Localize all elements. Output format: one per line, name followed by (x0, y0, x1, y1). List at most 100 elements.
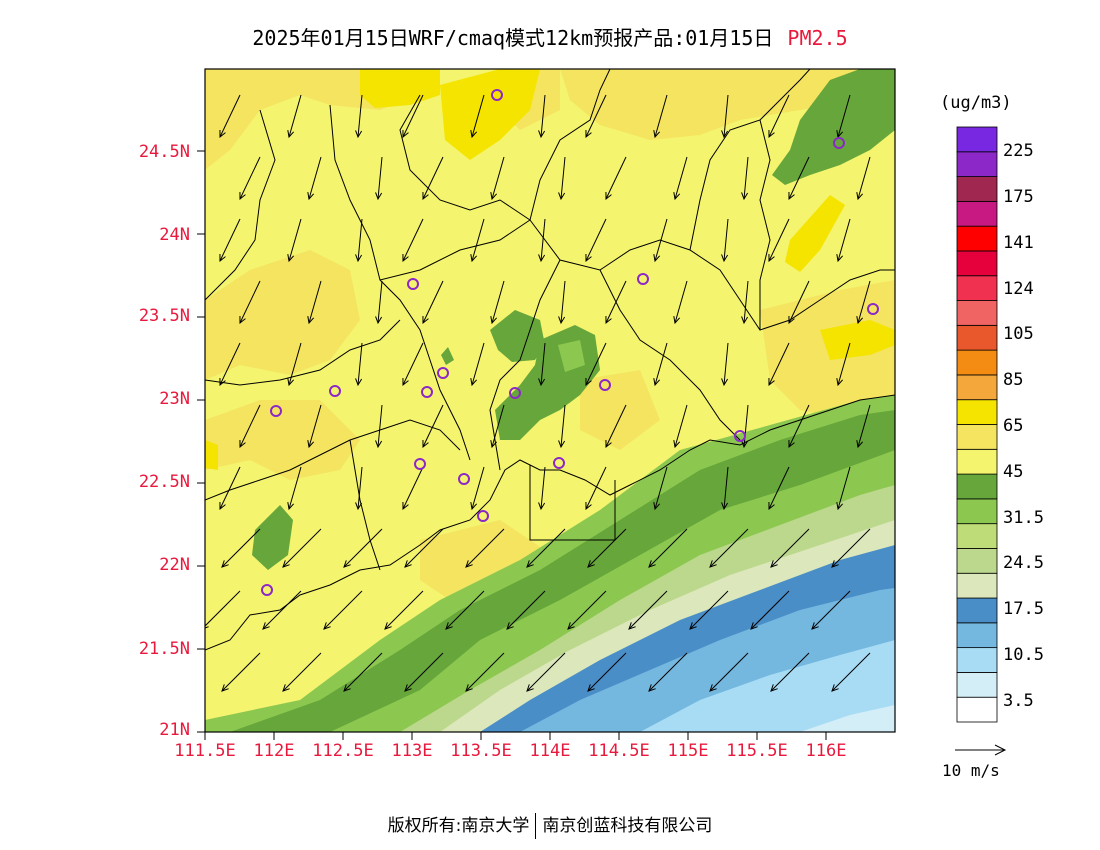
green-patch-2-core (558, 340, 585, 372)
wind-arrow-head (402, 501, 409, 511)
wind-arrow (221, 528, 261, 568)
wind-arrow (654, 342, 668, 386)
wind-arrow-head (219, 377, 226, 387)
band-3-5 (640, 640, 895, 732)
city-marker (458, 473, 470, 485)
wind-arrow-head (709, 684, 717, 692)
wind-arrow (221, 652, 261, 692)
wind-arrow-head (721, 378, 729, 387)
wind-arrow-head (445, 622, 453, 630)
colorbar-unit: (ug/m3) (940, 93, 1012, 113)
wind-arrow-head (673, 192, 681, 201)
wind-arrow-head (538, 378, 546, 387)
chart-title: 2025年01月15日WRF/cmaq模式12km预报产品:01月15日 PM2.… (0, 22, 1100, 51)
colorbar-label-85: 85 (1003, 370, 1024, 390)
city-marker (407, 278, 419, 290)
colorbar-swatch (956, 324, 998, 351)
wind-arrow-head (506, 622, 514, 630)
colorbar-label-45: 45 (1003, 462, 1024, 482)
wind-arrow-head (721, 130, 729, 139)
city-marker (833, 137, 845, 149)
wind-arrow (768, 218, 790, 262)
wind-arrow-head (287, 378, 295, 387)
concentration-field (205, 69, 895, 732)
border-5 (599, 269, 741, 441)
city-marker (421, 386, 433, 398)
colorbar (956, 126, 998, 723)
wind-arrow (205, 590, 241, 627)
wind-arrow (491, 404, 505, 448)
patch-west (205, 250, 360, 380)
lon-label-115-5: 115.5E (726, 741, 788, 761)
wind-arrow (723, 466, 729, 510)
wind-arrow (750, 590, 790, 630)
colorbar-swatch (956, 424, 998, 450)
wind-arrow-head (538, 254, 546, 263)
wind-arrow-head (587, 684, 595, 692)
wind-arrow (323, 590, 363, 630)
wind-arrow (723, 94, 729, 138)
wind-arrow-head (287, 130, 295, 139)
border-6 (689, 69, 811, 251)
wind-arrow (654, 218, 668, 262)
wind-arrow (587, 652, 627, 692)
wind-reference-label: 10 m/s (942, 761, 1000, 780)
wind-arrow-head (422, 315, 429, 325)
wind-arrow (402, 94, 424, 138)
wind-arrow-head (558, 316, 566, 325)
wind-arrow (585, 466, 607, 510)
boundaries (205, 69, 895, 651)
wind-arrow-head (307, 440, 315, 449)
lat-label-24: 24N (159, 225, 190, 245)
wind-arrow (526, 528, 566, 568)
wind-arrow-head (307, 316, 315, 325)
wind-arrow-head (831, 560, 839, 568)
wind-arrow-head (558, 440, 566, 449)
title-main: 2025年01月15日WRF/cmaq模式12km预报产品:01月15日 (252, 26, 774, 50)
hotspot-west-edge (205, 440, 218, 470)
wind-arrow (605, 156, 627, 200)
lon-label-114-5: 114.5E (588, 741, 650, 761)
colorbar-label-65: 65 (1003, 416, 1024, 436)
wind-arrow (282, 652, 322, 692)
lon-label-112: 112E (253, 741, 295, 761)
wind-arrow (788, 404, 810, 448)
wind-arrow (674, 404, 688, 448)
wind-arrow (837, 466, 851, 510)
wind-arrow (357, 466, 363, 510)
footer-left: 版权所有:南京大学 (387, 816, 530, 836)
wind-arrow-head (219, 501, 226, 511)
wind-arrow-head (605, 191, 612, 201)
wind-arrow-head (287, 254, 295, 263)
wind-arrow-head (605, 439, 612, 449)
wind-arrow-head (282, 560, 290, 568)
wind-arrow (587, 528, 627, 568)
wind-arrow (343, 652, 383, 692)
wind-arrow-head (856, 192, 864, 201)
wind-arrow-head (384, 622, 392, 630)
wind-arrow-head (422, 439, 429, 449)
axis-ticks (197, 150, 827, 740)
wind-arrow-head (770, 684, 778, 692)
wind-arrow-head (750, 622, 758, 630)
border-10 (349, 439, 381, 571)
band-lightest (800, 705, 895, 732)
wind-arrow-head (404, 684, 412, 692)
wind-arrow-head (689, 622, 697, 630)
city-markers (261, 89, 879, 596)
wind-arrow-head (422, 191, 429, 201)
colorbar-swatch (956, 622, 998, 649)
wind-arrow (239, 280, 261, 324)
lon-label-112-5: 112.5E (312, 741, 374, 761)
wind-arrow (491, 280, 505, 324)
colorbar-swatch (956, 597, 998, 624)
wind-arrow-head (526, 684, 534, 692)
wind-arrow-head (355, 378, 363, 387)
wind-arrow-head (567, 622, 575, 630)
colorbar-swatch (956, 275, 998, 301)
wind-arrow-head (307, 192, 315, 201)
wind-arrow-head (355, 502, 363, 511)
wind-arrow-head (465, 560, 473, 568)
wind-arrow-head (768, 129, 775, 139)
wind-arrow-head (653, 130, 661, 139)
